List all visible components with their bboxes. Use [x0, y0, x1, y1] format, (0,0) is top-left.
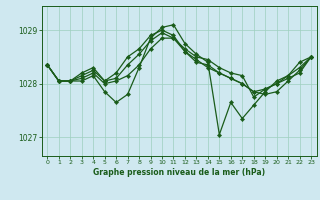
X-axis label: Graphe pression niveau de la mer (hPa): Graphe pression niveau de la mer (hPa): [93, 168, 265, 177]
